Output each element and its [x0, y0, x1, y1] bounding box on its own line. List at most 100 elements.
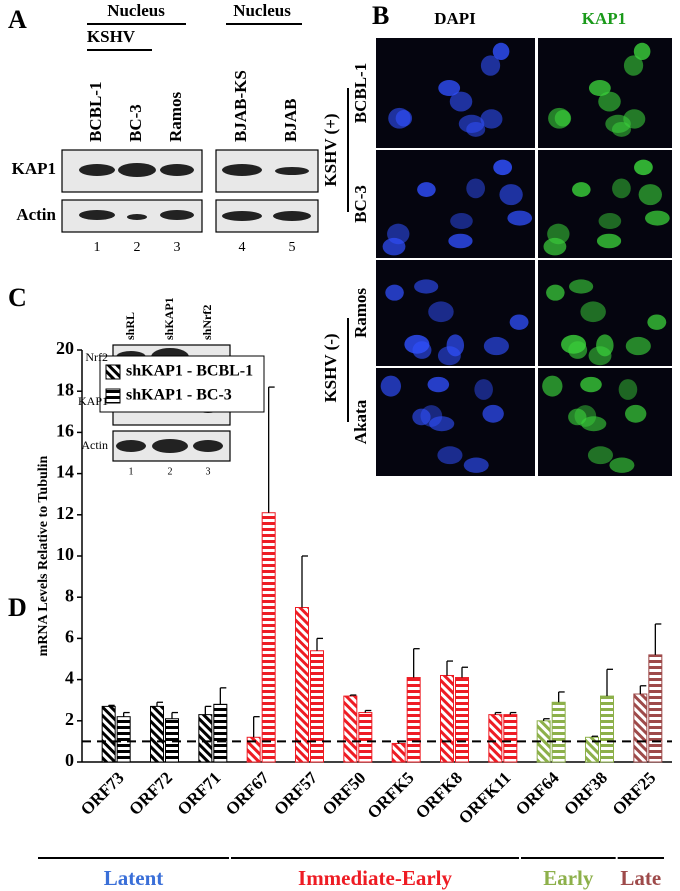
cell: [596, 233, 622, 249]
cell: [612, 178, 631, 199]
cell: [482, 404, 504, 423]
panel-label: C: [8, 283, 27, 312]
bar: [101, 705, 116, 763]
cell: [438, 79, 461, 97]
cell: [492, 42, 510, 61]
bar: [648, 654, 663, 763]
cell: [548, 107, 571, 129]
bar: [633, 693, 648, 763]
lane-number: 4: [239, 240, 246, 255]
cell: [382, 237, 406, 256]
cell: [598, 91, 621, 112]
group-label: KSHV: [87, 27, 136, 46]
x-tick-label: ORF64: [512, 768, 563, 819]
x-tick-label: ORF67: [222, 768, 273, 819]
cell: [448, 233, 473, 249]
group-label: Nucleus: [107, 1, 165, 20]
row-label: Ramos: [351, 288, 370, 338]
cell: [633, 42, 651, 61]
bar: [440, 674, 454, 763]
lane-label: shNrf2: [200, 305, 214, 340]
micrographs: [376, 38, 672, 476]
lane-number: 3: [206, 466, 211, 477]
y-tick-label: 8: [65, 585, 74, 605]
y-tick-label: 14: [56, 462, 74, 482]
cell: [480, 55, 501, 76]
lane-label: BJAB-KS: [231, 70, 250, 142]
lane-label: Ramos: [166, 92, 185, 142]
cell: [446, 334, 465, 357]
y-tick-label: 6: [65, 627, 74, 647]
panel-label: B: [372, 1, 389, 30]
y-tick-label: 12: [56, 503, 74, 523]
group-label: Nucleus: [233, 1, 291, 20]
cell: [623, 55, 644, 76]
bar: [406, 677, 421, 763]
cell: [580, 376, 602, 393]
bar: [551, 701, 566, 763]
cell: [417, 182, 436, 197]
cell: [568, 408, 587, 426]
bar: [358, 712, 373, 763]
legend-label: shKAP1 - BC-3: [126, 387, 232, 404]
x-tick-label: ORF73: [77, 768, 128, 819]
row-label: BC-3: [351, 185, 370, 223]
cell: [480, 109, 503, 129]
group-label: Immediate-Early: [298, 866, 452, 890]
cell: [474, 379, 493, 400]
cell: [623, 109, 646, 129]
cell: [647, 314, 667, 330]
row-label: BCBL-1: [351, 63, 370, 123]
y-tick-label: 0: [65, 750, 74, 770]
bar: [150, 705, 164, 763]
bar: [198, 714, 213, 763]
legend-swatch: [105, 388, 121, 404]
cell: [561, 334, 587, 354]
cell: [569, 279, 594, 294]
cell: [596, 334, 614, 357]
cell: [414, 279, 439, 294]
cell: [437, 446, 463, 465]
bar: [165, 718, 179, 763]
group-label: KSHV (-): [321, 333, 340, 402]
cell: [466, 178, 486, 199]
cell: [625, 336, 651, 356]
legend-label: shKAP1 - BCBL-1: [126, 363, 253, 380]
y-tick-label: 4: [65, 668, 74, 688]
cell: [509, 314, 529, 330]
lane-label: BC-3: [126, 104, 145, 142]
row-label: Actin: [16, 205, 56, 224]
cell: [458, 114, 485, 133]
cell: [542, 375, 563, 397]
bar: [261, 512, 276, 763]
cell: [388, 107, 411, 129]
cell: [483, 336, 509, 356]
cell: [385, 284, 404, 301]
cell: [412, 408, 431, 426]
cell: [380, 375, 402, 397]
cell: [609, 457, 635, 473]
legend-box: [99, 355, 265, 413]
cell: [588, 79, 611, 97]
lane-number: 2: [134, 240, 141, 255]
cell: [598, 213, 622, 230]
bar: [116, 716, 131, 763]
cell: [450, 213, 473, 230]
cell: [580, 301, 606, 323]
bar: [600, 695, 614, 763]
column-label: DAPI: [434, 9, 476, 28]
y-tick-label: 18: [56, 379, 74, 399]
cell: [546, 284, 565, 301]
lane-label: BJAB: [281, 99, 300, 142]
lane-number: 1: [94, 240, 101, 255]
cell: [507, 210, 533, 226]
x-tick-label: ORF25: [609, 768, 660, 819]
cell: [645, 210, 670, 226]
x-tick-label: ORFK11: [455, 768, 515, 828]
x-tick-label: ORF38: [560, 768, 611, 819]
cell: [618, 379, 638, 400]
cell: [463, 457, 489, 473]
cell: [449, 91, 473, 112]
x-tick-label: ORF57: [270, 768, 321, 819]
